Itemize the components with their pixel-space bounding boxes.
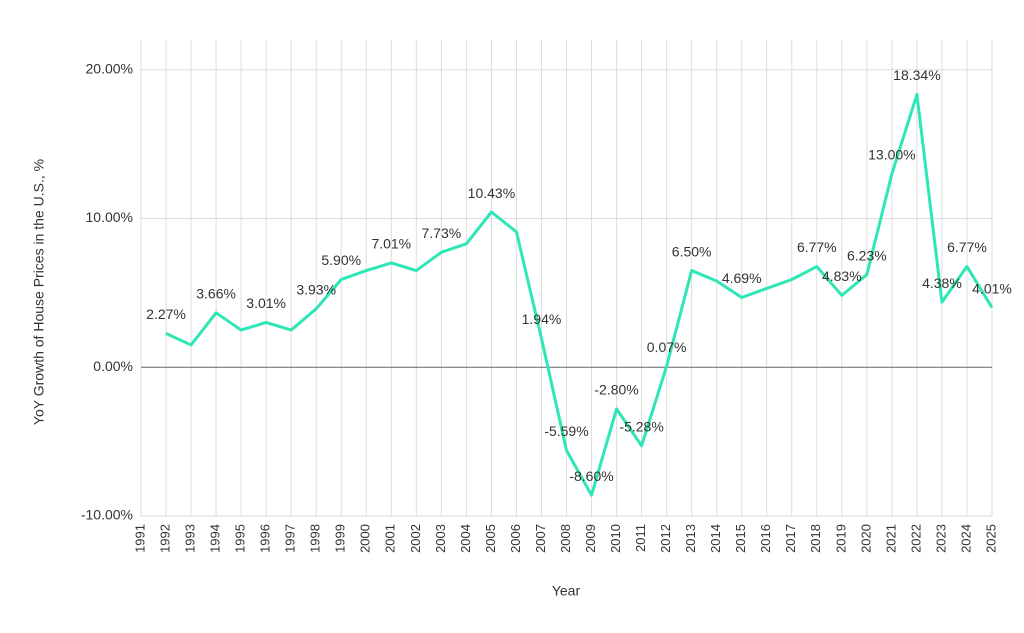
x-tick-label: 2020	[858, 524, 873, 553]
x-tick-label: 2007	[533, 524, 548, 553]
x-tick-label: 1994	[208, 524, 223, 553]
x-tick-label: 2005	[483, 524, 498, 553]
data-label: 7.73%	[422, 225, 462, 241]
data-label: -8.60%	[569, 468, 613, 484]
x-tick-label: 2002	[408, 524, 423, 553]
data-label: 4.38%	[922, 275, 962, 291]
x-tick-label: 2018	[808, 524, 823, 553]
data-label: 0.07%	[647, 339, 687, 355]
data-label: 4.69%	[722, 270, 762, 286]
data-label: -5.59%	[544, 423, 588, 439]
x-tick-label: 1996	[258, 524, 273, 553]
data-label: 6.23%	[847, 247, 887, 263]
y-tick-label: 10.00%	[86, 209, 133, 225]
x-tick-label: 1999	[333, 524, 348, 553]
x-tick-label: 2014	[708, 524, 723, 553]
x-tick-label: 2022	[908, 524, 923, 553]
data-label: 7.01%	[371, 236, 411, 252]
x-tick-label: 2024	[958, 524, 973, 553]
x-tick-label: 1993	[182, 524, 197, 553]
y-tick-label: 20.00%	[86, 60, 133, 76]
x-tick-label: 2006	[508, 524, 523, 553]
data-label: 18.34%	[893, 67, 940, 83]
x-tick-label: 1997	[283, 524, 298, 553]
data-label: 1.94%	[522, 311, 562, 327]
x-tick-label: 2019	[833, 524, 848, 553]
x-tick-label: 2016	[758, 524, 773, 553]
x-tick-label: 2025	[983, 524, 998, 553]
data-label: 13.00%	[868, 147, 915, 163]
data-label: 5.90%	[321, 252, 361, 268]
x-tick-label: 1995	[233, 524, 248, 553]
x-tick-label: 2012	[658, 524, 673, 553]
data-label: -2.80%	[594, 382, 638, 398]
x-tick-label: 2010	[608, 524, 623, 553]
data-label: 4.83%	[822, 268, 862, 284]
x-tick-label: 2008	[558, 524, 573, 553]
data-label: 6.50%	[672, 243, 712, 259]
x-tick-label: 2021	[883, 524, 898, 553]
data-label: 3.93%	[296, 281, 336, 297]
x-tick-label: 1992	[157, 524, 172, 553]
y-tick-label: -10.00%	[81, 507, 133, 523]
data-label: 3.66%	[196, 286, 236, 302]
x-tick-label: 2013	[683, 524, 698, 553]
line	[165, 92, 994, 497]
x-tick-label: 2000	[358, 524, 373, 553]
y-axis-label: YoY Growth of House Prices in the U.S., …	[31, 159, 47, 425]
x-tick-label: 2009	[583, 524, 598, 553]
x-tick-label: 2023	[933, 524, 948, 553]
data-label: -5.28%	[619, 418, 663, 434]
x-axis-label: Year	[552, 583, 581, 599]
data-label: 6.77%	[947, 239, 987, 255]
x-tick-label: 2001	[383, 524, 398, 553]
data-label: 3.01%	[246, 295, 286, 311]
data-label: 2.27%	[146, 306, 186, 322]
y-tick-label: 0.00%	[93, 358, 133, 374]
x-tick-label: 2011	[633, 524, 648, 552]
x-tick-label: 2004	[458, 524, 473, 553]
x-tick-label: 2017	[783, 524, 798, 553]
data-label: 6.77%	[797, 239, 837, 255]
x-tick-label: 2003	[433, 524, 448, 553]
x-tick-label: 2015	[733, 524, 748, 553]
data-label: 4.01%	[972, 280, 1012, 296]
x-tick-label: 1991	[132, 524, 147, 553]
x-tick-label: 1998	[308, 524, 323, 553]
data-label: 10.43%	[468, 185, 515, 201]
